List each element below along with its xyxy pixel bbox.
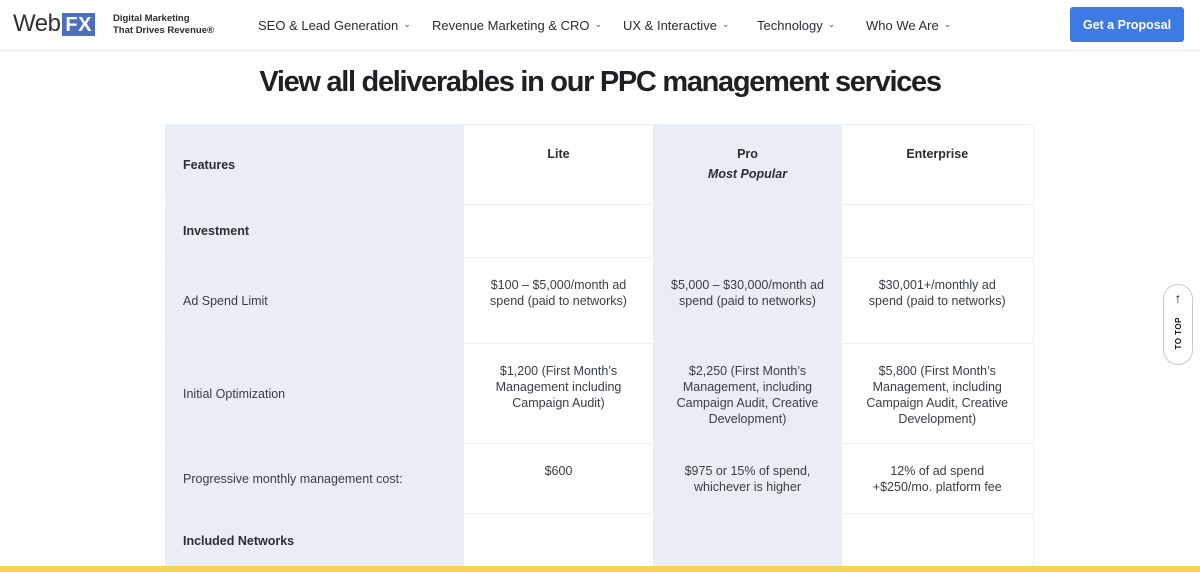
get-a-proposal-button[interactable]: Get a Proposal bbox=[1070, 7, 1184, 42]
nav-item-seo-lead-generation[interactable]: SEO & Lead Generation ⌄ bbox=[258, 0, 411, 50]
feature-initial-optimization: Initial Optimization bbox=[165, 343, 464, 444]
nav-label: Technology bbox=[757, 17, 823, 33]
cell-pro: $2,250 (First Month’s Management, includ… bbox=[653, 343, 842, 444]
cell-pro: $5,000 – $30,000/month ad spend (paid to… bbox=[653, 257, 842, 344]
nav-item-who-we-are[interactable]: Who We Are ⌄ bbox=[866, 0, 951, 50]
nav-label: Who We Are bbox=[866, 17, 939, 33]
cell-lite bbox=[464, 204, 653, 258]
chevron-down-icon: ⌄ bbox=[827, 18, 836, 29]
plan-name-lite: Lite bbox=[547, 147, 570, 161]
nav-item-ux-interactive[interactable]: UX & Interactive ⌄ bbox=[623, 0, 729, 50]
chevron-down-icon: ⌄ bbox=[943, 18, 952, 29]
table-row: Included Networks bbox=[165, 513, 1034, 568]
nav-item-revenue-marketing-cro[interactable]: Revenue Marketing & CRO ⌄ bbox=[432, 0, 602, 50]
deliverables-table: Features Lite Pro Most Popular Enterpris… bbox=[165, 124, 1034, 568]
header-enterprise: Enterprise bbox=[842, 124, 1034, 205]
header-features: Features bbox=[165, 124, 464, 205]
cell-enterprise bbox=[842, 513, 1034, 568]
tagline-line-1: Digital Marketing bbox=[113, 13, 190, 24]
site-header: Web FX Digital Marketing That Drives Rev… bbox=[0, 0, 1200, 51]
logo-tagline: Digital Marketing That Drives Revenue® bbox=[113, 13, 214, 36]
logo-text-web: Web bbox=[13, 10, 61, 37]
chevron-down-icon: ⌄ bbox=[721, 18, 730, 29]
cell-lite bbox=[464, 513, 653, 568]
to-top-button[interactable]: ↑ TO TOP bbox=[1163, 284, 1193, 365]
table-row: Investment bbox=[165, 204, 1034, 258]
nav-label: UX & Interactive bbox=[623, 17, 717, 33]
table-row: Progressive monthly management cost: $60… bbox=[165, 443, 1034, 514]
nav-label: SEO & Lead Generation bbox=[258, 17, 399, 33]
section-investment: Investment bbox=[165, 204, 464, 258]
to-top-label: TO TOP bbox=[1173, 317, 1183, 350]
cell-enterprise: 12% of ad spend +$250/mo. platform fee bbox=[842, 443, 1034, 514]
cell-lite: $1,200 (First Month’s Management includi… bbox=[464, 343, 653, 444]
bottom-banner-bar bbox=[0, 566, 1200, 572]
cell-enterprise: $30,001+/monthly ad spend (paid to netwo… bbox=[842, 257, 1034, 344]
section-included-networks: Included Networks bbox=[165, 513, 464, 568]
cell-lite: $600 bbox=[464, 443, 653, 514]
feature-ad-spend-limit: Ad Spend Limit bbox=[165, 257, 464, 344]
plan-name-pro: Pro bbox=[737, 147, 758, 161]
table-header-row: Features Lite Pro Most Popular Enterpris… bbox=[165, 124, 1034, 205]
table-row: Ad Spend Limit $100 – $5,000/month ad sp… bbox=[165, 257, 1034, 344]
chevron-down-icon: ⌄ bbox=[594, 18, 603, 29]
most-popular-label: Most Popular bbox=[707, 167, 788, 181]
cell-enterprise bbox=[842, 204, 1034, 258]
arrow-up-icon: ↑ bbox=[1174, 290, 1182, 306]
chevron-down-icon: ⌄ bbox=[403, 18, 411, 29]
feature-progressive-monthly-cost: Progressive monthly management cost: bbox=[165, 443, 464, 514]
cell-lite: $100 – $5,000/month ad spend (paid to ne… bbox=[464, 257, 653, 344]
cell-pro bbox=[653, 204, 842, 258]
header-lite: Lite bbox=[464, 124, 653, 205]
cell-pro: $975 or 15% of spend, whichever is highe… bbox=[653, 443, 842, 514]
page-title: View all deliverables in our PPC managem… bbox=[259, 66, 942, 98]
tagline-line-2: That Drives Revenue® bbox=[113, 24, 214, 36]
logo-text-fx: FX bbox=[62, 12, 95, 36]
nav-label: Revenue Marketing & CRO bbox=[432, 17, 590, 33]
nav-item-technology[interactable]: Technology ⌄ bbox=[757, 0, 835, 50]
webfx-logo[interactable]: Web FX bbox=[13, 11, 95, 37]
table-row: Initial Optimization $1,200 (First Month… bbox=[165, 343, 1034, 444]
header-pro: Pro Most Popular bbox=[653, 124, 842, 205]
cell-enterprise: $5,800 (First Month’s Management, includ… bbox=[842, 343, 1034, 444]
plan-name-enterprise: Enterprise bbox=[906, 147, 969, 161]
cell-pro bbox=[653, 513, 842, 568]
